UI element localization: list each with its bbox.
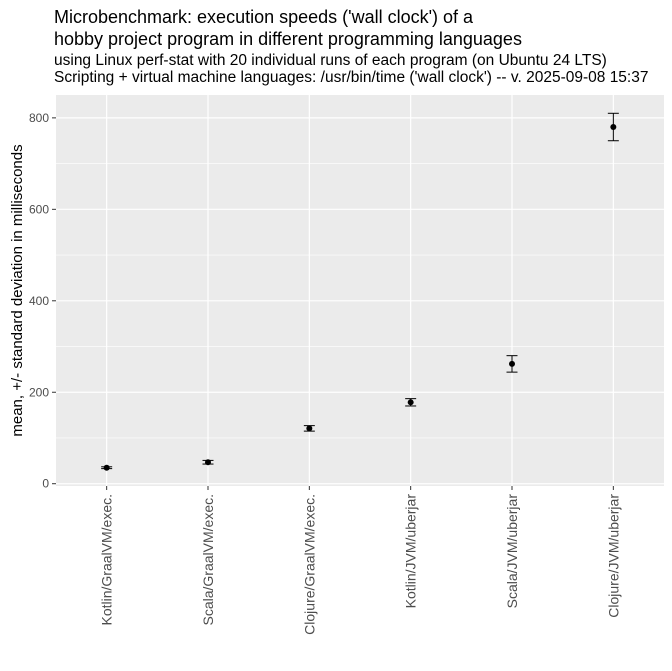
x-tick-label: Scala/JVM/uberjar xyxy=(504,494,520,609)
x-tick-label: Kotlin/GraalVM/exec. xyxy=(99,494,115,626)
y-tick-label: 600 xyxy=(29,202,49,216)
mean-point-3 xyxy=(306,425,313,432)
y-tick-label: 800 xyxy=(29,111,49,125)
y-axis-label: mean, +/- standard deviation in millisec… xyxy=(9,144,26,436)
x-tick-label: Scala/GraalVM/exec. xyxy=(200,494,216,626)
chart-subtitle-line-2: Scripting + virtual machine languages: /… xyxy=(54,69,649,86)
plot-panel xyxy=(56,95,664,486)
mean-point-1 xyxy=(103,464,110,471)
y-axis-ticks: 0 200 400 600 800 xyxy=(29,111,56,491)
x-axis-ticks: Kotlin/GraalVM/exec. Scala/GraalVM/exec. C… xyxy=(99,486,621,635)
y-tick-label: 0 xyxy=(42,477,49,491)
chart-title-line-2: hobby project program in different progr… xyxy=(54,29,522,49)
mean-point-2 xyxy=(205,459,211,466)
mean-point-4 xyxy=(407,399,414,406)
x-tick-label: Clojure/GraalVM/exec. xyxy=(301,494,317,635)
chart-title-line-1: Microbenchmark: execution speeds ('wall … xyxy=(54,7,474,27)
y-tick-label: 200 xyxy=(29,385,49,399)
x-tick-label: Clojure/JVM/uberjar xyxy=(605,494,621,618)
mean-point-5 xyxy=(509,360,515,367)
chart-subtitle-line-1: using Linux perf-stat with 20 individual… xyxy=(54,52,607,69)
mean-point-6 xyxy=(610,124,617,131)
grid-lines xyxy=(56,95,664,486)
y-tick-label: 400 xyxy=(29,294,49,308)
x-tick-label: Kotlin/JVM/uberjar xyxy=(403,494,419,609)
data-marks xyxy=(101,112,619,471)
